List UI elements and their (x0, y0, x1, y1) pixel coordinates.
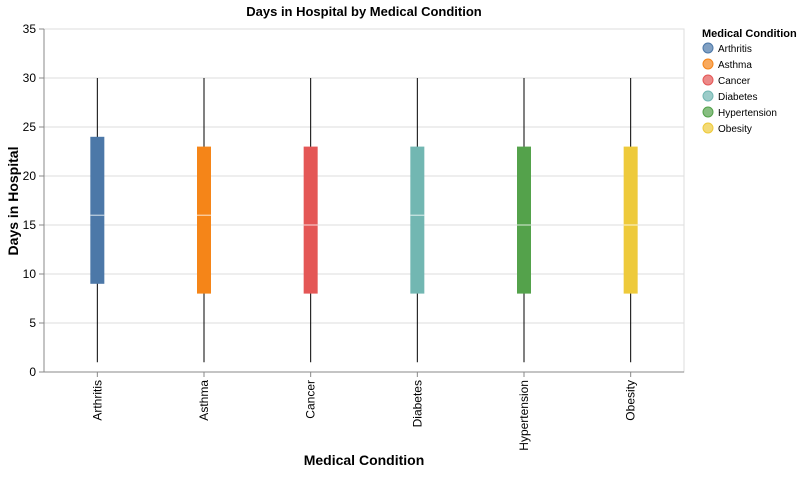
legend-label-asthma: Asthma (718, 60, 752, 71)
legend-title: Medical Condition (702, 28, 797, 40)
legend-swatch-cancer (702, 74, 714, 86)
box-asthma (197, 78, 211, 363)
x-tick-label-asthma: Asthma (197, 380, 211, 421)
legend-swatch-diabetes (702, 90, 714, 102)
x-axis-label: Medical Condition (304, 452, 425, 468)
x-tick-label-hypertension: Hypertension (517, 380, 531, 451)
x-tick-label-obesity: Obesity (624, 380, 638, 421)
y-tick-label-15: 15 (23, 218, 37, 232)
y-tick-label-35: 35 (23, 22, 37, 36)
box-diabetes (410, 78, 425, 363)
legend-label-obesity: Obesity (718, 124, 752, 135)
box-rect-hypertension (517, 146, 531, 294)
x-tick-label-arthritis: Arthritis (90, 380, 104, 421)
y-tick-label-5: 5 (29, 316, 36, 330)
legend-swatch-hypertension (702, 106, 714, 118)
box-rect-cancer (303, 146, 318, 294)
legend-swatch-obesity (702, 122, 714, 134)
legend: Medical Condition Arthritis Asthma Cancer D… (702, 28, 797, 135)
box-obesity (623, 78, 638, 363)
y-tick-label-0: 0 (29, 365, 36, 379)
y-tick-label-20: 20 (23, 169, 37, 183)
legend-swatch-asthma (702, 58, 714, 70)
box-cancer (303, 78, 318, 363)
x-tick-label-cancer: Cancer (304, 380, 318, 419)
y-tick-label-25: 25 (23, 120, 37, 134)
legend-label-cancer: Cancer (718, 76, 751, 87)
box-rect-asthma (197, 146, 211, 294)
box-rect-diabetes (410, 146, 425, 294)
x-tick-label-diabetes: Diabetes (410, 380, 424, 427)
y-axis-label: Days in Hospital (5, 147, 21, 256)
box-hypertension (517, 78, 531, 363)
y-tick-label-10: 10 (23, 267, 37, 281)
plot-frame (43, 28, 685, 373)
legend-label-hypertension: Hypertension (718, 108, 777, 119)
x-axis: Arthritis Asthma Cancer Diabetes Hypertensio… (44, 371, 684, 451)
legend-label-diabetes: Diabetes (718, 92, 757, 103)
box-rect-obesity (623, 146, 638, 294)
box-rect-arthritis (90, 136, 105, 284)
box-arthritis (90, 78, 105, 363)
boxes (90, 78, 638, 363)
y-axis: 0 5 10 15 20 25 30 35 (23, 22, 45, 379)
legend-label-arthritis: Arthritis (718, 44, 752, 55)
gridlines (43, 28, 685, 373)
y-tick-label-30: 30 (23, 71, 37, 85)
legend-swatch-arthritis (702, 42, 714, 54)
chart-title: Days in Hospital by Medical Condition (246, 4, 482, 19)
